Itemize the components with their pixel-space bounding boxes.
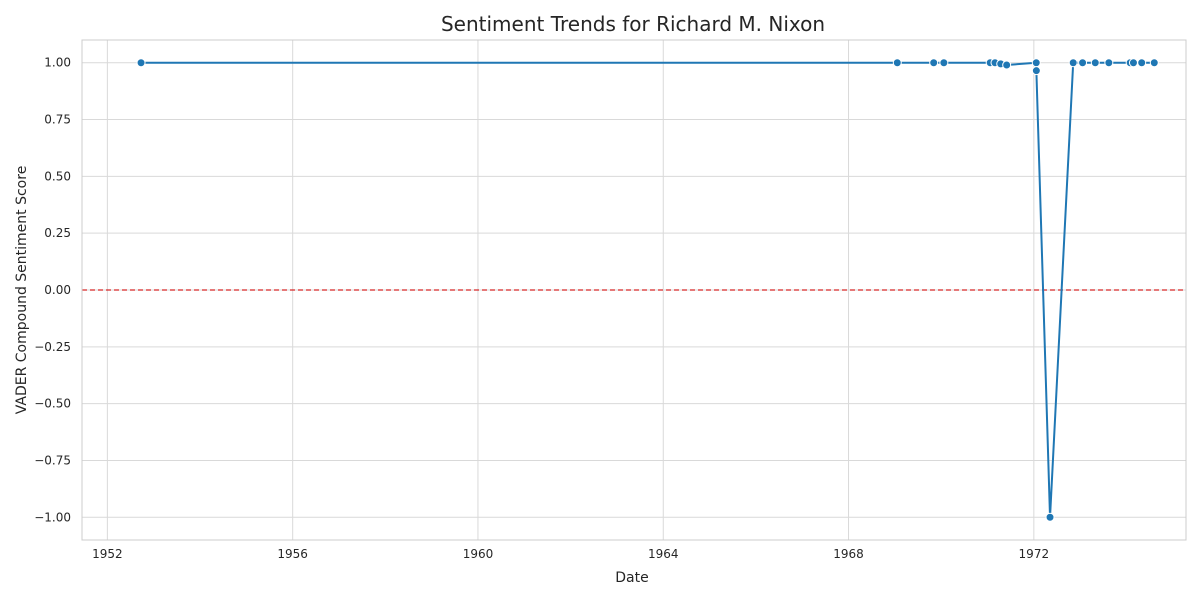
x-tick-label: 1968 bbox=[833, 547, 864, 561]
y-axis-title: VADER Compound Sentiment Score bbox=[14, 166, 30, 415]
data-point bbox=[1068, 58, 1078, 68]
y-tick-labels: 1.00 0.75 0.50 0.25 0.00 −0.25 −0.50 −0.75 −1.00 bbox=[34, 56, 71, 525]
y-tick-label: −0.50 bbox=[34, 397, 71, 411]
data-point bbox=[939, 58, 949, 68]
data-point bbox=[1137, 58, 1147, 68]
data-point bbox=[1128, 58, 1138, 68]
y-tick-label: −0.25 bbox=[34, 340, 71, 354]
y-tick-label: 0.25 bbox=[44, 226, 71, 240]
x-tick-labels: 1952 1956 1960 1964 1968 1972 bbox=[92, 547, 1049, 561]
y-tick-label: 1.00 bbox=[44, 56, 71, 70]
data-point bbox=[1031, 58, 1041, 68]
data-point bbox=[1104, 58, 1114, 68]
data-point bbox=[1031, 66, 1041, 76]
y-tick-label: 0.50 bbox=[44, 169, 71, 183]
x-axis-title: Date bbox=[615, 570, 648, 586]
data-point bbox=[1002, 60, 1012, 70]
data-point bbox=[1090, 58, 1100, 68]
x-tick-label: 1964 bbox=[648, 547, 679, 561]
y-tick-label: −0.75 bbox=[34, 453, 71, 467]
data-point bbox=[1045, 512, 1055, 522]
plot-frame bbox=[81, 39, 1187, 541]
x-tick-label: 1960 bbox=[463, 547, 494, 561]
y-tick-label: 0.00 bbox=[44, 283, 71, 297]
data-point bbox=[929, 58, 939, 68]
y-tick-label: −1.00 bbox=[34, 510, 71, 524]
data-point bbox=[1078, 58, 1088, 68]
x-tick-label: 1972 bbox=[1019, 547, 1050, 561]
data-point bbox=[136, 58, 146, 68]
x-tick-label: 1956 bbox=[277, 547, 308, 561]
data-point bbox=[1149, 58, 1159, 68]
data-point bbox=[892, 58, 902, 68]
x-tick-label: 1952 bbox=[92, 547, 123, 561]
series-layer bbox=[136, 58, 1159, 522]
y-tick-label: 0.75 bbox=[44, 113, 71, 127]
chart-title: Sentiment Trends for Richard M. Nixon bbox=[441, 12, 825, 36]
